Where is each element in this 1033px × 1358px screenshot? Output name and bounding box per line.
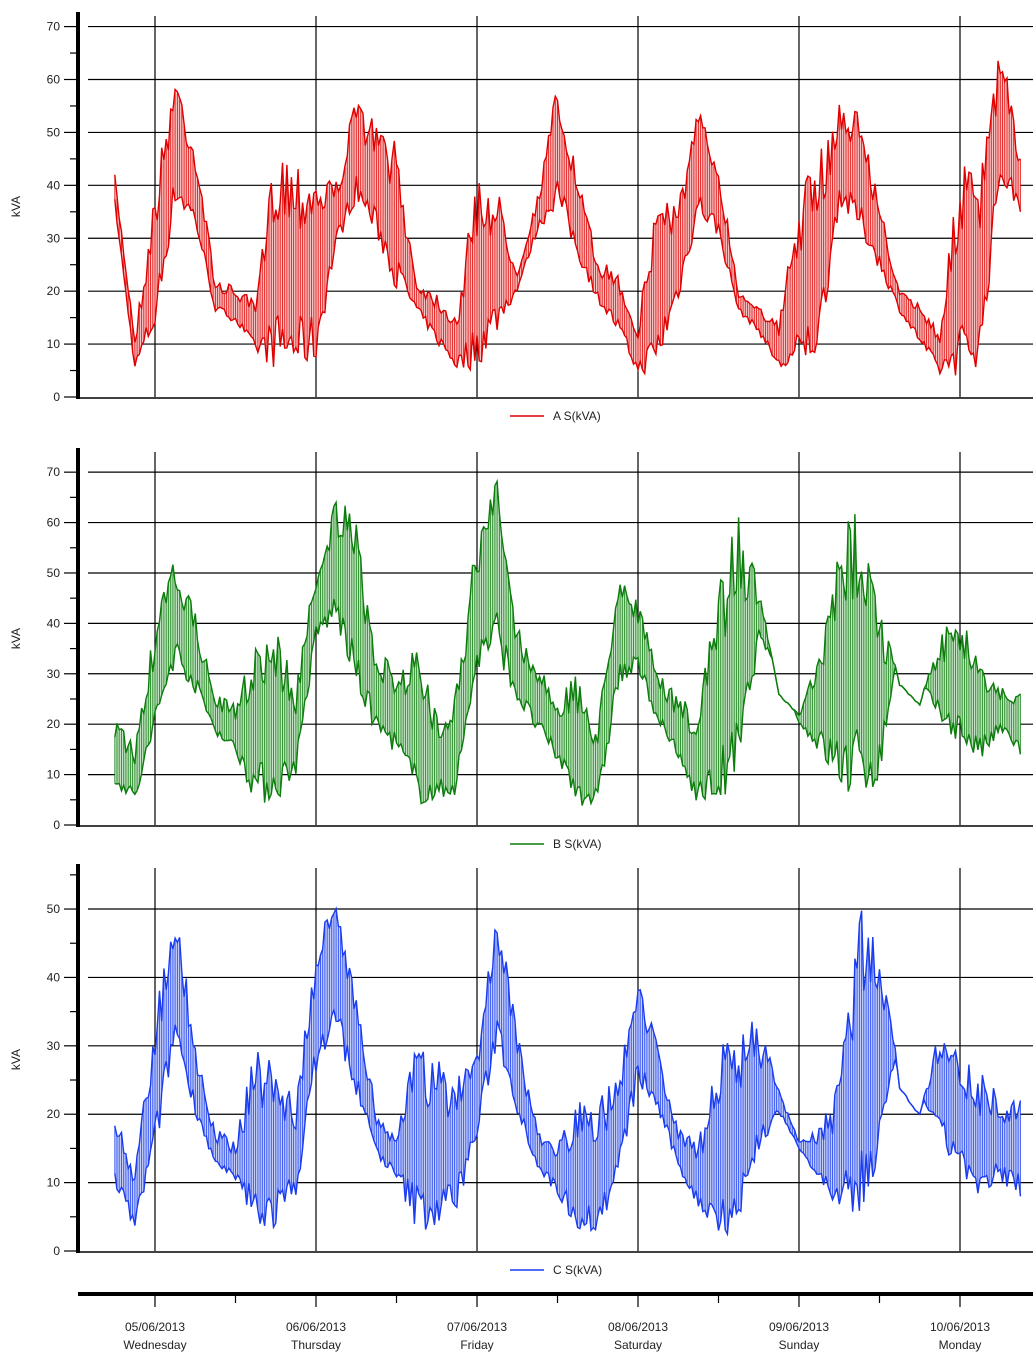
y-tick-label: 30 bbox=[47, 1039, 61, 1053]
y-tick-label: 30 bbox=[47, 667, 61, 681]
y-tick-label: 20 bbox=[47, 284, 61, 298]
series-spikes bbox=[114, 60, 1021, 376]
time-tick-day: Sunday bbox=[779, 1338, 820, 1352]
y-tick-label: 40 bbox=[47, 178, 61, 192]
y-tick-label: 10 bbox=[47, 768, 61, 782]
time-tick-day: Wednesday bbox=[123, 1338, 186, 1352]
y-tick-label: 40 bbox=[47, 616, 61, 630]
time-tick-date: 08/06/2013 bbox=[608, 1320, 668, 1334]
y-tick-label: 50 bbox=[47, 902, 61, 916]
y-tick-label: 0 bbox=[53, 818, 60, 832]
series-max-line bbox=[114, 906, 1022, 1182]
y-tick-label: 0 bbox=[53, 1244, 60, 1258]
y-axis-label: kVA bbox=[9, 628, 23, 649]
series-min-line bbox=[114, 598, 1022, 806]
series-max-line bbox=[114, 60, 1021, 344]
y-tick-label: 10 bbox=[47, 1176, 61, 1190]
series-group bbox=[114, 60, 1022, 376]
series-band-fill bbox=[114, 908, 1021, 1235]
time-tick-day: Friday bbox=[460, 1338, 493, 1352]
legend: B S(kVA) bbox=[510, 837, 601, 851]
time-tick-date: 06/06/2013 bbox=[286, 1320, 346, 1334]
series-band-fill bbox=[114, 60, 1021, 376]
series-group bbox=[114, 906, 1022, 1237]
series-max-line bbox=[114, 478, 1021, 765]
legend-label: A S(kVA) bbox=[553, 409, 601, 423]
series-min-line bbox=[114, 1007, 1022, 1237]
time-tick-date: 09/06/2013 bbox=[769, 1320, 829, 1334]
y-tick-label: 70 bbox=[47, 465, 61, 479]
panel-phase-b: 0 10 20 30 40 50 60 70 kVA B S(kVA) bbox=[9, 448, 1033, 851]
time-tick-day: Monday bbox=[939, 1338, 982, 1352]
y-tick-label: 60 bbox=[47, 73, 61, 87]
y-tick-label: 40 bbox=[47, 970, 61, 984]
series-band-fill bbox=[114, 481, 1021, 806]
y-tick-label: 50 bbox=[47, 566, 61, 580]
series-group bbox=[114, 478, 1022, 806]
y-tick-label: 60 bbox=[47, 516, 61, 530]
y-tick-label: 10 bbox=[47, 337, 61, 351]
y-tick-label: 20 bbox=[47, 717, 61, 731]
x-axis: 05/06/2013 Wednesday 06/06/2013 Thursday 07/… bbox=[78, 1292, 1033, 1352]
panel-phase-c: 0 10 20 30 40 50 kVA C S(kVA) bbox=[9, 864, 1033, 1277]
y-tick-label: 50 bbox=[47, 125, 61, 139]
legend: C S(kVA) bbox=[510, 1263, 602, 1277]
series-min-line bbox=[114, 173, 1022, 376]
y-tick-label: 70 bbox=[47, 20, 61, 34]
legend-label: B S(kVA) bbox=[553, 837, 601, 851]
time-tick-day: Thursday bbox=[291, 1338, 341, 1352]
time-tick-date: 10/06/2013 bbox=[930, 1320, 990, 1334]
y-tick-label: 20 bbox=[47, 1107, 61, 1121]
y-axis-label: kVA bbox=[9, 1049, 23, 1070]
time-tick-date: 07/06/2013 bbox=[447, 1320, 507, 1334]
y-axis-label: kVA bbox=[9, 196, 23, 217]
time-tick-day: Saturday bbox=[614, 1338, 662, 1352]
y-tick-label: 30 bbox=[47, 231, 61, 245]
y-tick-label: 0 bbox=[53, 390, 60, 404]
time-tick-date: 05/06/2013 bbox=[125, 1320, 185, 1334]
legend-label: C S(kVA) bbox=[553, 1263, 602, 1277]
panel-phase-a: 0 10 20 30 40 50 60 70 kVA A S(kVA) bbox=[9, 12, 1033, 423]
legend: A S(kVA) bbox=[510, 409, 601, 423]
